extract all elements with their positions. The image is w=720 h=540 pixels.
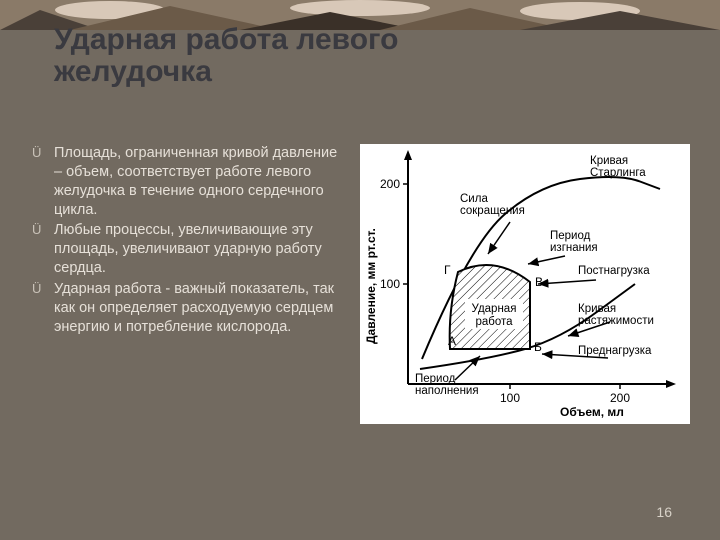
svg-text:Кривая: Кривая — [578, 303, 616, 315]
page-number: 16 — [656, 504, 672, 520]
svg-text:200: 200 — [380, 177, 400, 191]
y-axis-label: Давление, мм рт.ст. — [364, 228, 378, 344]
svg-text:Период: Период — [550, 230, 591, 242]
svg-text:Б: Б — [534, 340, 542, 354]
svg-text:Преднагрузка: Преднагрузка — [578, 345, 652, 357]
svg-text:100: 100 — [500, 391, 520, 405]
svg-text:100: 100 — [380, 277, 400, 291]
svg-text:Объем, мл: Объем, мл — [560, 405, 624, 419]
list-item: Площадь, ограниченная кривой давление – … — [32, 144, 340, 219]
svg-text:Г: Г — [444, 263, 451, 277]
svg-text:Кривая: Кривая — [590, 155, 628, 167]
svg-text:работа: работа — [475, 316, 513, 328]
svg-text:наполнения: наполнения — [415, 385, 479, 397]
pv-loop-chart: 100200100200Объем, млАБВГУдарнаяработаКр… — [360, 144, 690, 424]
svg-text:200: 200 — [610, 391, 630, 405]
svg-text:Сила: Сила — [460, 193, 488, 205]
page-title: Ударная работа левого желудочка — [54, 24, 454, 87]
svg-text:Ударная: Ударная — [472, 303, 517, 315]
list-item: Ударная работа - важный показатель, так … — [32, 280, 340, 337]
svg-text:Постнагрузка: Постнагрузка — [578, 265, 650, 277]
svg-text:сокращения: сокращения — [460, 205, 525, 217]
svg-text:Старлинга: Старлинга — [590, 167, 646, 179]
svg-text:В: В — [535, 275, 543, 289]
list-item: Любые процессы, увеличивающие эту площад… — [32, 221, 340, 278]
svg-text:изгнания: изгнания — [550, 242, 598, 254]
svg-text:Период: Период — [415, 373, 456, 385]
svg-text:А: А — [448, 334, 456, 348]
svg-text:растяжимости: растяжимости — [578, 315, 654, 327]
bullet-list: Площадь, ограниченная кривой давление – … — [32, 144, 340, 338]
